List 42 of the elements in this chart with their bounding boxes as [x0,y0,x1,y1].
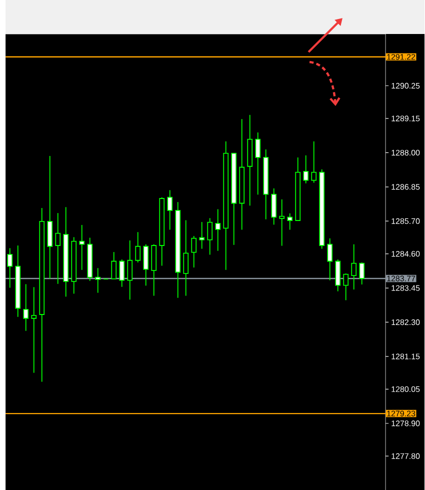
y-tick-label: 1290.25 [392,82,420,89]
candlestick [327,238,333,281]
candlestick [199,222,205,250]
y-tick-label: 1281.15 [392,354,420,360]
candlestick [167,190,173,230]
candlestick [127,240,133,300]
candlestick [215,208,221,252]
y-tick-label: 1288.00 [392,150,420,156]
y-tick-label: 1283.45 [392,285,420,291]
y-tick-label: 1284.60 [392,250,420,257]
y-tick-label: 1277.80 [392,453,420,459]
ref-line-label: 1291.22 [387,54,416,60]
candlestick [183,220,189,296]
candlestick [135,232,141,263]
candlestick [255,132,261,196]
y-tick-label: 1280.05 [392,386,420,392]
candlestick [311,140,317,184]
candlestick [207,218,213,256]
candlestick [343,273,349,301]
y-tick-label: 1278.90 [392,420,420,426]
y-tick-label: 1282.30 [392,319,420,326]
candlestick [119,259,125,288]
candlestick [23,284,29,332]
candlestick [287,212,293,230]
candlestick [111,252,117,280]
y-tick-label: 1289.15 [392,116,420,122]
candlestick [7,248,13,288]
y-tick-label: 1285.70 [392,218,420,224]
ref-line-label: 1279.23 [387,410,416,416]
candlestick [191,236,197,268]
candlestick [31,286,37,374]
ref-line-label: 1283.77 [387,276,416,282]
candlestick [55,212,61,284]
candlestick [351,244,357,290]
candlestick [79,224,85,270]
candlestick [303,154,309,184]
candlestick [359,262,365,285]
candlestick [271,188,277,226]
candlestick [95,268,101,294]
candlestick [143,244,149,286]
y-tick-label: 1286.85 [392,184,420,190]
candlestick [279,198,285,246]
